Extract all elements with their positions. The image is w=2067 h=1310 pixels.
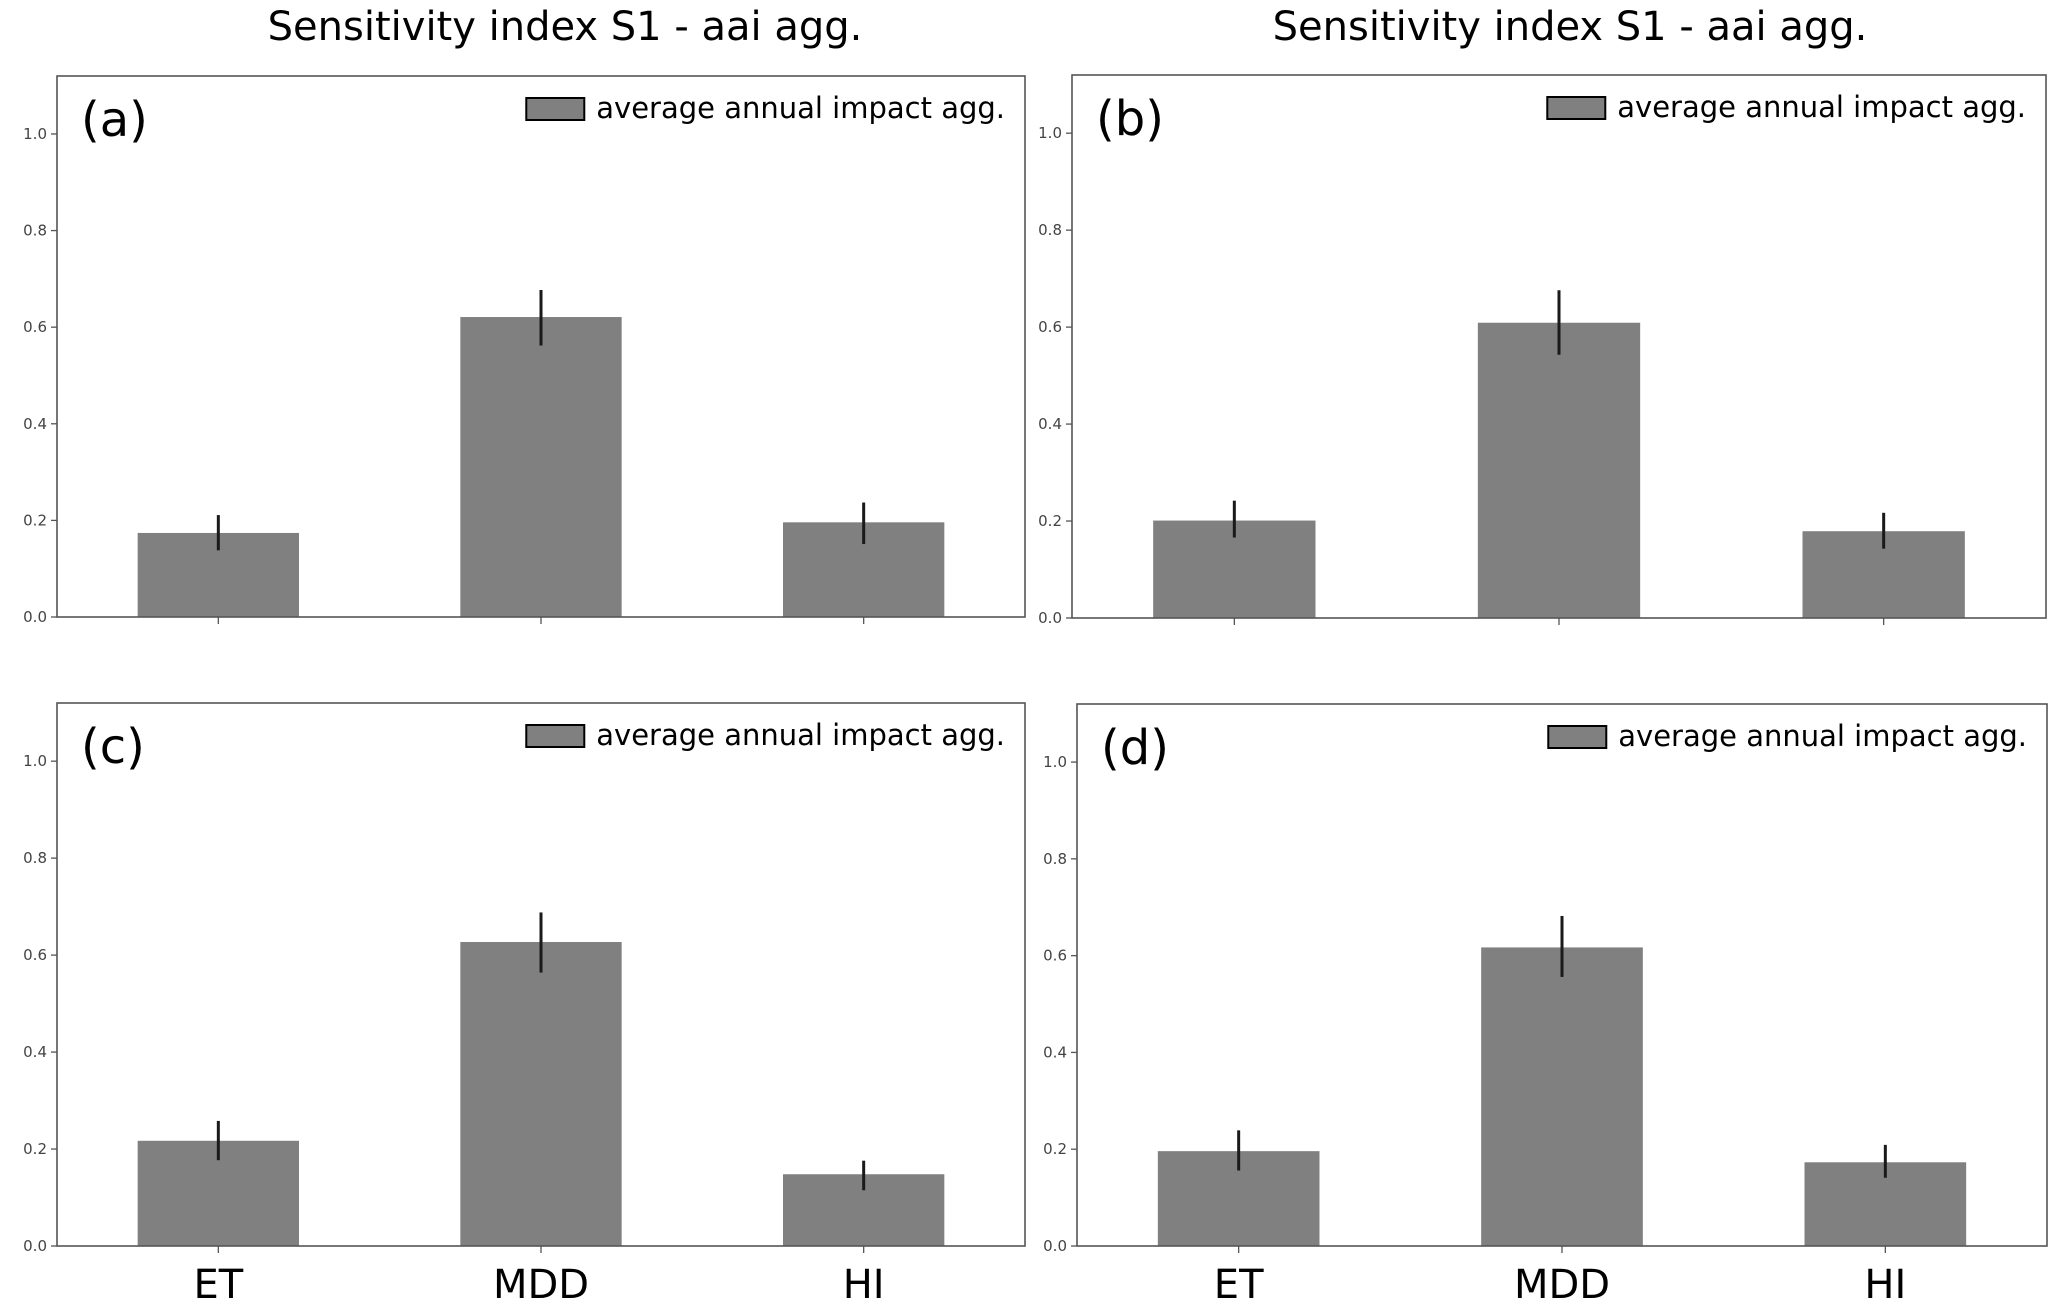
y-tick-label: 0.0	[23, 1237, 47, 1255]
panel-label: (a)	[81, 92, 148, 148]
legend-swatch	[1546, 96, 1607, 120]
y-tick-label: 0.4	[1038, 415, 1062, 433]
y-tick-label: 0.0	[23, 608, 47, 626]
bar	[460, 942, 622, 1246]
legend-label: average annual impact agg.	[596, 718, 1005, 752]
y-tick-label: 0.0	[1038, 609, 1062, 627]
legend-label: average annual impact agg.	[1617, 90, 2026, 124]
y-tick-label: 0.8	[23, 222, 47, 240]
y-tick-label: 1.0	[1043, 753, 1067, 771]
panel-d: 0.0 0.2 0.4 0.6 0.8 1.0 ET MDD HI (d) average annu…	[1043, 703, 2048, 1308]
x-tick-label: HI	[1864, 1262, 1906, 1308]
y-tick-label: 0.6	[23, 946, 47, 964]
panel-c: 0.0 0.2 0.4 0.6 0.8 1.0 ET MDD HI (c) average annu…	[23, 702, 1026, 1308]
bar	[460, 317, 622, 617]
y-tick-label: 0.2	[23, 1140, 47, 1158]
panel-label: (b)	[1096, 91, 1164, 147]
y-tick-label: 0.0	[1043, 1237, 1067, 1255]
x-tick-label: ET	[193, 1262, 243, 1308]
y-tick-label: 0.4	[23, 415, 47, 433]
y-tick-label: 0.8	[1043, 850, 1067, 868]
legend-label: average annual impact agg.	[1618, 719, 2027, 753]
legend-label: average annual impact agg.	[596, 91, 1005, 125]
y-tick-label: 1.0	[23, 125, 47, 143]
x-tick-label: MDD	[493, 1262, 589, 1308]
y-tick-label: 1.0	[1038, 124, 1062, 142]
y-tick-label: 0.2	[1038, 512, 1062, 530]
panel-label: (c)	[81, 719, 145, 775]
y-tick-label: 0.6	[1043, 947, 1067, 965]
legend-swatch	[1547, 725, 1608, 749]
legend-swatch	[525, 724, 586, 748]
y-tick-label: 0.2	[23, 511, 47, 529]
legend-swatch	[525, 97, 586, 121]
panel-b: 0.0 0.2 0.4 0.6 0.8 1.0 (b) average annual impa…	[1038, 74, 2047, 627]
panel-a: 0.0 0.2 0.4 0.6 0.8 1.0 (a) average annual impa…	[23, 75, 1026, 626]
column-title-right: Sensitivity index S1 - aai agg.	[1272, 4, 1868, 50]
y-tick-label: 1.0	[23, 752, 47, 770]
bar	[1477, 322, 1641, 618]
x-tick-label: MDD	[1514, 1262, 1610, 1308]
y-tick-label: 0.4	[23, 1043, 47, 1061]
x-tick-label: HI	[843, 1262, 885, 1308]
panel-label: (d)	[1101, 720, 1169, 776]
y-tick-label: 0.4	[1043, 1043, 1067, 1061]
bar	[1481, 947, 1643, 1246]
y-tick-label: 0.2	[1043, 1140, 1067, 1158]
y-tick-label: 0.8	[1038, 221, 1062, 239]
y-tick-label: 0.6	[1038, 318, 1062, 336]
y-tick-label: 0.6	[23, 318, 47, 336]
x-tick-label: ET	[1214, 1262, 1264, 1308]
column-title-left: Sensitivity index S1 - aai agg.	[267, 4, 863, 50]
y-tick-label: 0.8	[23, 849, 47, 867]
